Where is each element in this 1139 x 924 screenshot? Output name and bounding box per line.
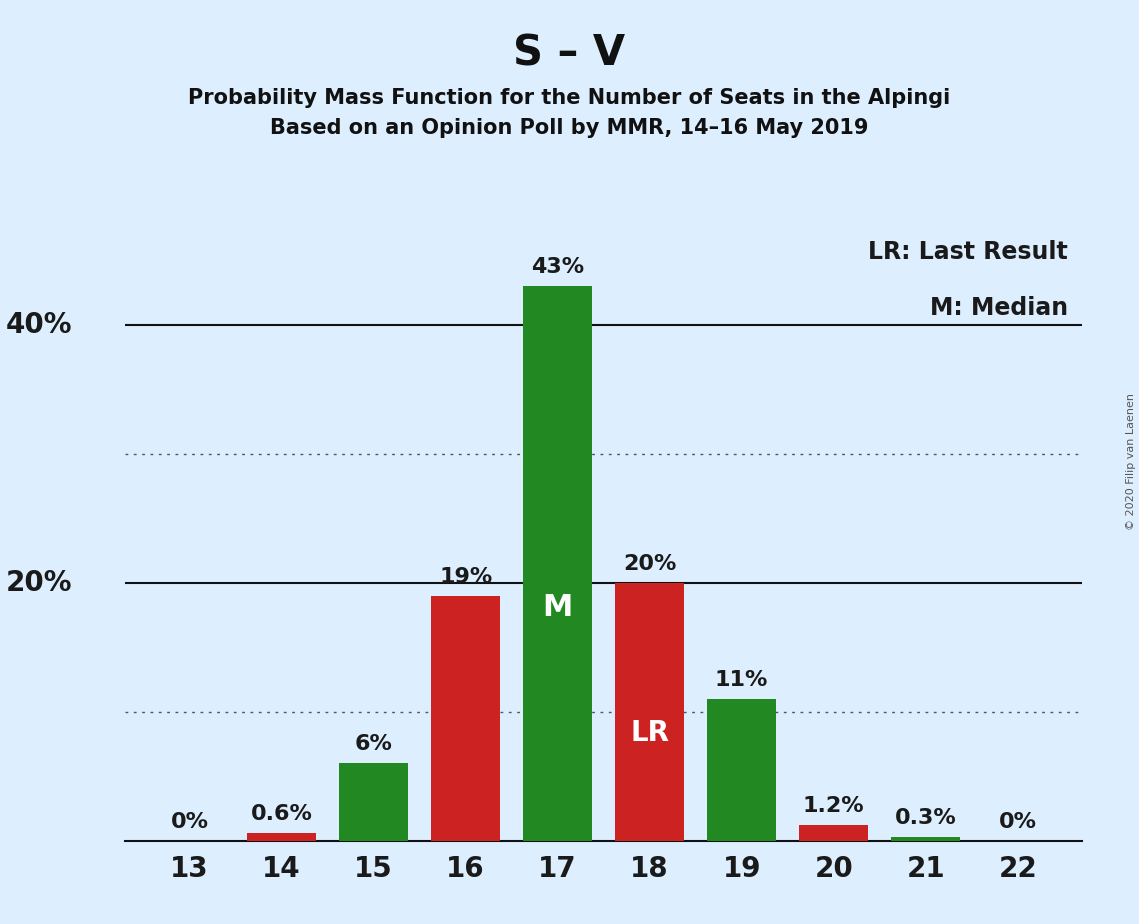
Bar [800, 825, 868, 841]
Text: 20%: 20% [6, 569, 73, 597]
Text: LR: Last Result: LR: Last Result [868, 240, 1067, 264]
Text: Probability Mass Function for the Number of Seats in the Alpingi: Probability Mass Function for the Number… [188, 88, 951, 108]
Text: M: Median: M: Median [929, 296, 1067, 320]
Text: 6%: 6% [354, 735, 393, 754]
Text: 0.3%: 0.3% [895, 808, 957, 828]
Text: S – V: S – V [514, 32, 625, 74]
Text: 0%: 0% [999, 812, 1036, 832]
Text: M: M [542, 593, 573, 623]
Bar [891, 837, 960, 841]
Bar [523, 286, 592, 841]
Text: 1.2%: 1.2% [803, 796, 865, 816]
Text: Based on an Opinion Poll by MMR, 14–16 May 2019: Based on an Opinion Poll by MMR, 14–16 M… [270, 118, 869, 139]
Text: © 2020 Filip van Laenen: © 2020 Filip van Laenen [1126, 394, 1136, 530]
Text: 20%: 20% [623, 553, 677, 574]
Text: LR: LR [630, 719, 670, 747]
Bar [247, 833, 317, 841]
Bar [707, 699, 776, 841]
Text: 11%: 11% [715, 670, 769, 690]
Text: 19%: 19% [439, 566, 492, 587]
Bar [615, 583, 685, 841]
Bar [339, 763, 408, 841]
Text: 0.6%: 0.6% [251, 804, 312, 824]
Bar [432, 596, 500, 841]
Text: 40%: 40% [6, 311, 73, 339]
Text: 0%: 0% [171, 812, 208, 832]
Text: 43%: 43% [531, 257, 584, 277]
